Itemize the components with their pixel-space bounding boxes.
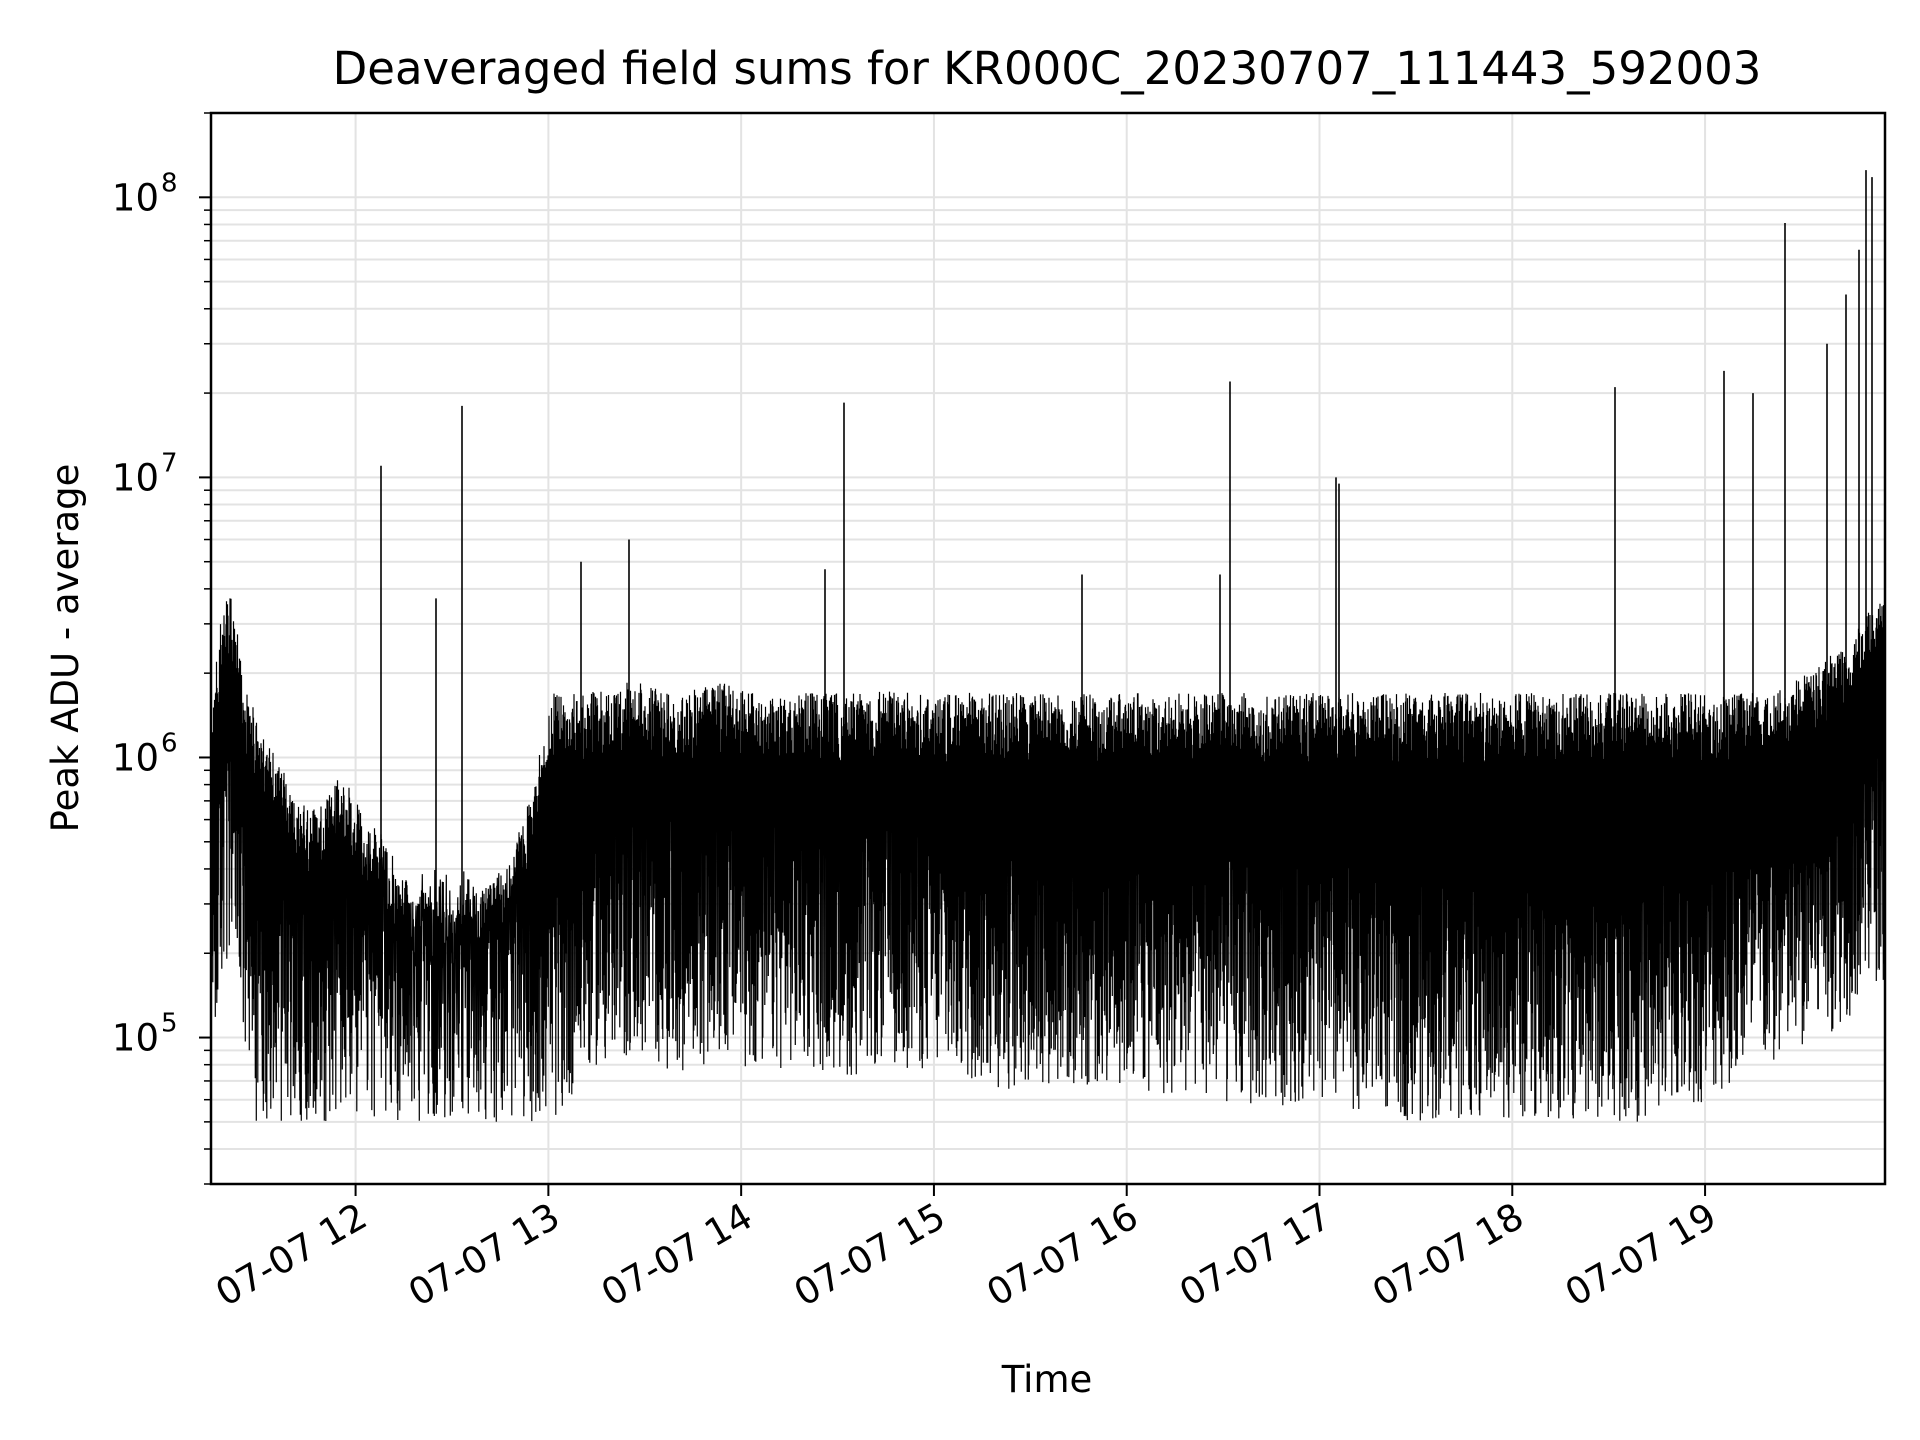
y-tick-label: 10 xyxy=(112,176,159,219)
plot-frame xyxy=(209,111,1887,1186)
series-group xyxy=(211,170,1885,1122)
y-tick-exponent: 7 xyxy=(161,448,178,478)
y-tick-exponent: 6 xyxy=(161,728,178,758)
chart-title: Deaveraged field sums for KR000C_2023070… xyxy=(333,42,1762,95)
series-line xyxy=(211,598,1885,1122)
y-tick-label: 10 xyxy=(112,1017,159,1060)
y-tick-label: 10 xyxy=(112,456,159,499)
y-tick-exponent: 5 xyxy=(161,1009,178,1039)
y-axis-label: Peak ADU - average xyxy=(44,464,87,833)
y-tick-label: 10 xyxy=(112,736,159,779)
x-axis-label: Time xyxy=(1001,1358,1093,1401)
y-tick-exponent: 8 xyxy=(161,168,178,198)
